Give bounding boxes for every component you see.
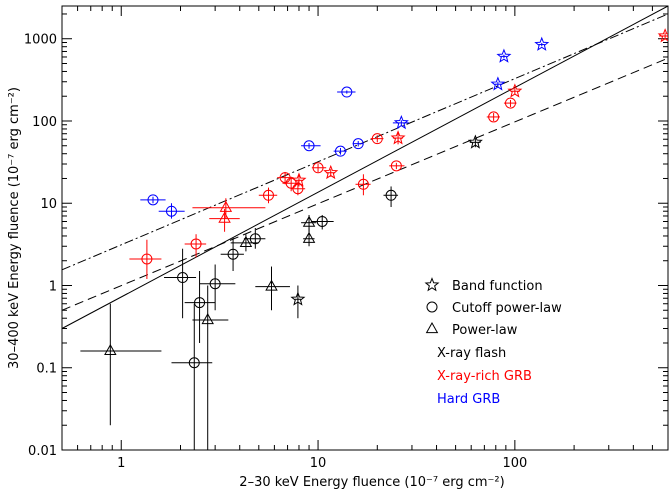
data-point-circle <box>165 205 177 217</box>
data-point-triangle <box>219 200 233 212</box>
data-point-circle <box>147 194 159 206</box>
legend-marker-star <box>424 277 440 292</box>
x-tick-label: 10 <box>310 456 327 471</box>
data-point-star <box>323 164 339 180</box>
data-point-circle <box>390 160 402 172</box>
y-tick-label: 0.1 <box>36 362 57 377</box>
data-point-circle <box>352 138 364 150</box>
y-tick-label: 100 <box>32 115 57 130</box>
y-tick-label: 1 <box>49 279 57 294</box>
legend-label: Band function <box>452 279 543 294</box>
data-point-star <box>467 134 483 149</box>
data-point-circle <box>262 189 274 201</box>
data-point-star <box>507 83 523 98</box>
fit-lines <box>62 6 668 329</box>
data-point-circle <box>190 238 202 250</box>
data-point-triangle <box>218 211 231 223</box>
data-point-circle <box>303 140 315 152</box>
x-axis-label: 2–30 keV Energy fluence (10⁻⁷ erg cm⁻²) <box>239 475 504 490</box>
legend: Band function Cutoff power-law Power-law X-… <box>424 277 562 407</box>
series-hard-grb <box>140 36 550 219</box>
data-point-circle <box>385 189 397 201</box>
data-point-triangle <box>265 279 278 291</box>
data-point-circle <box>188 357 200 369</box>
data-point-circle <box>177 272 189 284</box>
y-tick-label: 0.01 <box>28 444 57 459</box>
tick-labels: 1 10 100 0.01 0.1 1 10 100 1000 <box>24 33 527 471</box>
x-tick-label: 100 <box>502 456 527 471</box>
data-points <box>80 28 668 450</box>
legend-marker-circle <box>426 301 438 313</box>
data-point-circle <box>334 145 346 157</box>
y-axis-label: 30–400 keV Energy fluence (10⁻⁷ erg cm⁻²… <box>7 87 22 369</box>
series-x-ray-rich-grb <box>129 28 668 279</box>
data-point-star <box>657 28 668 43</box>
data-point-star <box>290 291 306 306</box>
data-point-circle <box>249 233 261 245</box>
data-point-circle <box>371 133 383 145</box>
legend-class-label: X-ray flash <box>437 346 506 361</box>
legend-marker-triangle <box>425 321 439 334</box>
legend-class-label: X-ray-rich GRB <box>437 369 532 384</box>
legend-label: Power-law <box>452 323 518 338</box>
data-point-circle <box>209 278 221 290</box>
x-tick-label: 1 <box>117 456 125 471</box>
legend-class-label: Hard GRB <box>437 392 500 407</box>
fit-line-dashdot <box>62 13 668 271</box>
data-point-circle <box>341 86 353 98</box>
plot-frame <box>61 5 669 451</box>
series-x-ray-flash <box>80 134 483 450</box>
data-point-circle <box>316 215 328 227</box>
legend-label: Cutoff power-law <box>452 301 562 316</box>
data-point-star <box>390 130 406 145</box>
data-point-triangle <box>201 313 214 325</box>
data-point-circle <box>357 178 369 190</box>
data-point-star <box>291 172 307 187</box>
data-point-star <box>496 48 512 63</box>
data-point-triangle <box>104 343 117 356</box>
data-point-circle <box>279 172 291 184</box>
data-point-star <box>393 114 409 130</box>
y-tick-label: 10 <box>40 197 57 212</box>
data-point-star <box>534 36 550 51</box>
fit-line-solid <box>62 6 668 329</box>
axis-ticks <box>61 6 669 451</box>
data-point-circle <box>141 253 153 265</box>
data-point-circle <box>194 297 206 309</box>
data-point-circle <box>504 97 516 109</box>
data-point-circle <box>312 162 324 174</box>
data-point-star <box>490 76 506 91</box>
data-point-circle <box>227 248 239 260</box>
data-point-triangle <box>239 235 253 247</box>
data-point-circle <box>488 111 500 123</box>
y-tick-label: 1000 <box>24 33 57 48</box>
data-point-triangle <box>302 231 316 243</box>
